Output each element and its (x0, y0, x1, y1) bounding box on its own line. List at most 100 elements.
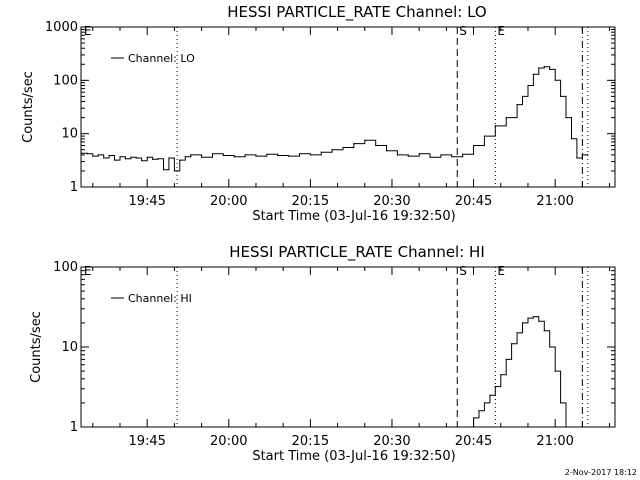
x-tick-label: 19:45 (128, 434, 165, 449)
data-point (119, 156, 121, 158)
data-point (92, 155, 94, 157)
data-point (494, 386, 496, 388)
data-point (211, 153, 214, 155)
y-tick-label: 1 (70, 180, 78, 195)
data-point (418, 153, 420, 155)
plot-frame (80, 266, 616, 428)
data-point (81, 152, 83, 154)
y-tick-label: 100 (53, 73, 78, 88)
data-point (385, 150, 388, 152)
data-point (451, 156, 453, 158)
data-point (565, 426, 567, 428)
data-point (179, 159, 181, 161)
x-axis-label: Start Time (03-Jul-16 19:32:50) (252, 209, 455, 224)
data-point (505, 358, 507, 360)
data-point (135, 157, 137, 159)
data-point (511, 343, 513, 345)
data-point (124, 158, 126, 160)
data-point (97, 154, 99, 156)
data-point (288, 155, 290, 157)
data-point (467, 426, 469, 428)
event-marker-label: E (497, 24, 505, 38)
data-point (429, 156, 431, 158)
data-point (483, 135, 485, 137)
data-point (320, 151, 322, 153)
x-tick-label: 20:30 (373, 434, 410, 449)
data-point (478, 410, 480, 412)
data-point (157, 158, 159, 160)
data-point (505, 117, 507, 119)
event-marker-label: S (459, 264, 467, 278)
data-point (141, 160, 143, 162)
data-point (549, 68, 551, 70)
data-point (342, 146, 344, 149)
data-point (543, 330, 545, 332)
data-point (331, 149, 333, 151)
event-marker-label: S (459, 24, 467, 38)
legend-entry: Channel: LO (128, 52, 195, 65)
data-point (244, 154, 246, 156)
chart-panel-1: HESSI PARTICLE_RATE Channel: HI 1 10 100 Cou… (29, 243, 616, 464)
data-point (364, 139, 366, 141)
data-point (543, 66, 545, 68)
data-point (581, 154, 584, 156)
event-marker-label: E (84, 24, 92, 38)
x-tick-label: 20:00 (210, 434, 247, 449)
data-point (113, 159, 116, 161)
data-point (532, 316, 535, 318)
x-tick-label: 21:00 (536, 434, 573, 449)
y-axis-label: Counts/sec (29, 311, 44, 383)
data-point (396, 154, 398, 156)
event-marker-label: E (84, 264, 92, 278)
legend-entry: Channel: HI (128, 292, 192, 305)
data-point (554, 370, 556, 372)
data-point (190, 154, 192, 156)
data-point (483, 402, 485, 404)
data-point (538, 320, 540, 322)
data-point (538, 67, 540, 69)
data-point (277, 154, 279, 157)
data-point (152, 158, 154, 160)
data-point (516, 104, 518, 106)
data-point (521, 322, 524, 324)
data-point (184, 156, 186, 158)
plot-frame (80, 26, 616, 188)
data-point (146, 156, 148, 158)
x-tick-label: 20:00 (210, 194, 247, 209)
data-point (527, 317, 529, 319)
chart-panel-0: HESSI PARTICLE_RATE Channel: LO 1 10 100 100… (21, 3, 616, 224)
data-point (500, 374, 502, 376)
data-point (108, 154, 110, 157)
data-point (516, 332, 518, 334)
data-point (527, 84, 529, 87)
y-tick-label: 1 (70, 420, 78, 435)
data-point (375, 144, 377, 147)
footer-date: 2-Nov-2017 18:12 (565, 468, 637, 477)
data-point (521, 95, 524, 97)
data-point (407, 155, 409, 157)
data-point (298, 153, 301, 155)
data-point (532, 73, 535, 75)
y-axis-label: Counts/sec (21, 71, 36, 143)
data-point (576, 157, 578, 159)
x-tick-label: 20:45 (455, 434, 492, 449)
chart-title: HESSI PARTICLE_RATE Channel: HI (229, 243, 485, 262)
data-point (565, 117, 567, 119)
data-point (462, 153, 464, 155)
x-tick-label: 20:45 (455, 194, 492, 209)
data-point (560, 402, 562, 404)
x-tick-label: 19:45 (128, 194, 165, 209)
event-marker-label: E (497, 264, 505, 278)
data-point (494, 125, 496, 127)
data-point (560, 95, 562, 97)
data-point (309, 154, 311, 156)
data-point (473, 417, 475, 419)
data-point (86, 153, 88, 155)
data-point (103, 157, 105, 159)
data-point (255, 155, 257, 157)
data-point (266, 153, 268, 155)
y-tick-label: 10 (61, 340, 78, 355)
x-tick-label: 21:00 (536, 194, 573, 209)
data-point (162, 169, 165, 171)
